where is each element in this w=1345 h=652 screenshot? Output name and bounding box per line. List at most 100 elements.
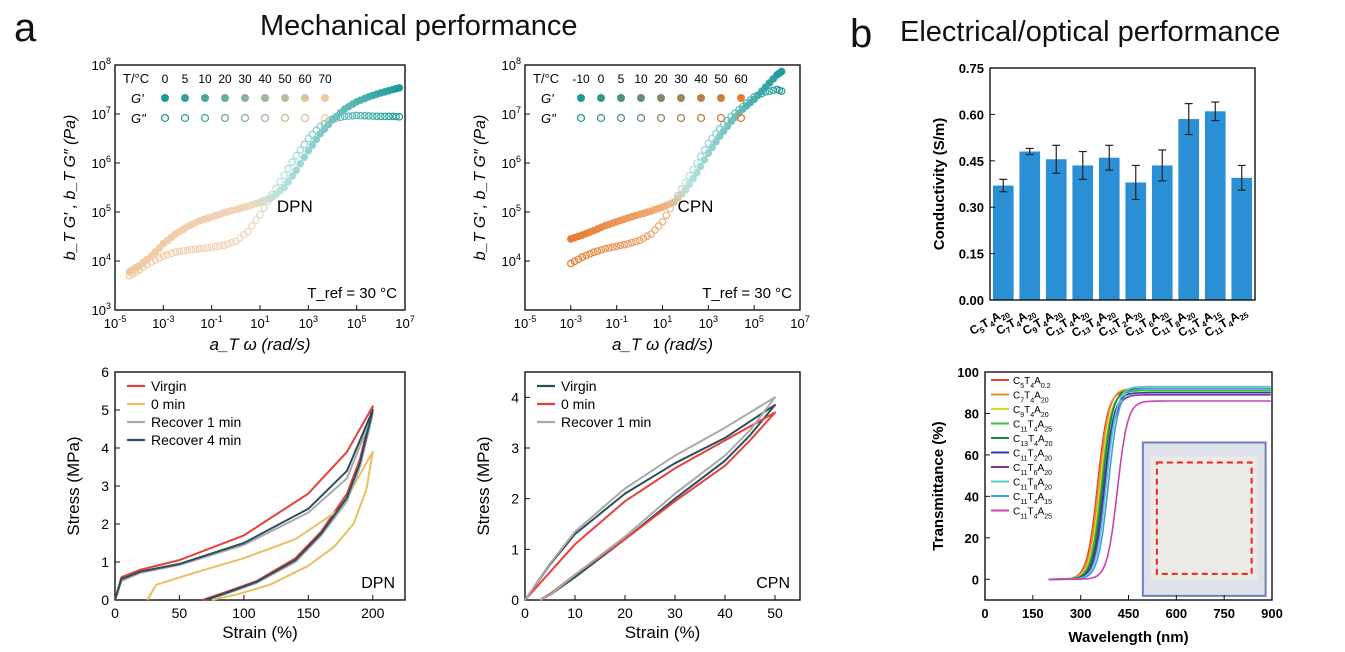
dpn-master-legend-gprime-marker bbox=[221, 94, 229, 102]
dpn-master-gdprime-point bbox=[392, 112, 400, 121]
stress-dpn-ytick-label: 2 bbox=[101, 516, 109, 532]
transmittance-ytick-label: 0 bbox=[972, 572, 979, 587]
cpn-master-gdprime-point bbox=[704, 139, 713, 148]
cpn-master-gdprime-point bbox=[689, 165, 697, 174]
stress-dpn-xtick-label: 200 bbox=[361, 605, 385, 621]
cpn-master-xtick-label: 10-5 bbox=[514, 314, 536, 331]
cpn-master-xtick-label: 101 bbox=[653, 314, 672, 331]
cpn-master-gdprime-point bbox=[574, 255, 583, 264]
conductivity-frame bbox=[989, 67, 1256, 301]
cpn-master-legend-gprime-marker bbox=[677, 94, 685, 102]
stress-dpn-xtick-label: 150 bbox=[297, 605, 321, 621]
stress-cpn-legend-label: Virgin bbox=[561, 378, 597, 394]
conductivity-ytick-label: 0.60 bbox=[959, 107, 984, 122]
dpn-master-legend-gdprime-marker bbox=[160, 113, 170, 123]
cpn-master-gprime-point bbox=[685, 180, 694, 189]
dpn-master-gprime-point bbox=[288, 172, 297, 180]
stress-dpn-ytick-label: 0 bbox=[101, 592, 109, 608]
transmittance-inset-film bbox=[1150, 456, 1258, 580]
dpn-master-legend-gprime-marker bbox=[181, 94, 189, 102]
dpn-master-legend-gprime-marker bbox=[261, 94, 269, 102]
cpn-master-ytick-label: 105 bbox=[502, 203, 521, 220]
cpn-master-legend-gprime-marker bbox=[577, 94, 585, 102]
dpn-master-gdprime-point bbox=[252, 216, 260, 224]
transmittance-series-7 bbox=[1048, 385, 1271, 581]
stress-dpn-ytick-label: 3 bbox=[101, 478, 109, 494]
dpn-master-gprime-point bbox=[395, 84, 404, 92]
dpn-master-legend-gprime-marker bbox=[281, 94, 289, 102]
cpn-master-gprime-point bbox=[715, 132, 724, 140]
cpn-master-gprime-point bbox=[689, 174, 697, 183]
cpn-master-ytick-label: 104 bbox=[502, 252, 521, 269]
conductivity-bar bbox=[1231, 177, 1253, 300]
dpn-master-gdprime-point bbox=[163, 250, 172, 259]
dpn-master-legend-temp: 5 bbox=[182, 72, 189, 86]
cpn-master-gdprime-point bbox=[612, 242, 621, 251]
stress-dpn-series-1 bbox=[146, 450, 374, 601]
dpn-master-gdprime-point bbox=[328, 115, 337, 123]
stress-cpn-xtick-label: 50 bbox=[767, 605, 783, 621]
cpn-master-legend-gprime-marker bbox=[697, 94, 705, 102]
dpn-master-legend-temp: 0 bbox=[162, 72, 169, 86]
cpn-master-gdprime-point bbox=[635, 236, 644, 245]
dpn-master-ytick-label: 104 bbox=[92, 252, 111, 269]
cpn-master-gdprime-point bbox=[567, 259, 575, 268]
transmittance-ytick-label: 80 bbox=[965, 406, 979, 421]
transmittance-xtick-label: 450 bbox=[1118, 606, 1140, 621]
cpn-master-legend-gdprime-marker bbox=[576, 113, 586, 123]
dpn-master-legend-gdprime: G" bbox=[131, 111, 147, 126]
panel-a-title: Mechanical performance bbox=[260, 10, 578, 42]
transmittance-ytick-label: 40 bbox=[965, 489, 979, 504]
cpn-master-legend-temp: 60 bbox=[734, 72, 748, 86]
dpn-master-xlabel: a_T ω (rad/s) bbox=[209, 335, 310, 354]
dpn-master-legend-gdprime-marker bbox=[260, 113, 270, 123]
dpn-master-legend-gprime-marker bbox=[241, 94, 249, 102]
cpn-master-gdprime-point bbox=[593, 247, 602, 255]
dpn-master-legend-temp: 10 bbox=[198, 72, 212, 86]
cpn-master-gdprime-point bbox=[643, 232, 652, 240]
cpn-master-gdprime-point bbox=[620, 240, 629, 249]
dpn-master-ytick-label: 105 bbox=[92, 203, 111, 220]
stress-dpn-xtick-label: 50 bbox=[172, 605, 188, 621]
stress-cpn-frame bbox=[524, 371, 801, 601]
conductivity-chart: C5T4A20C7T4A20C9T4A20C11T4A20C13T4A20C11… bbox=[931, 61, 1256, 340]
transmittance-legend-label: C11T4A25 bbox=[1013, 507, 1052, 521]
cpn-master-legend-gdprime-marker bbox=[676, 113, 686, 123]
dpn-master-gdprime-point bbox=[304, 134, 313, 143]
stress-dpn-legend-label: Recover 4 min bbox=[151, 432, 241, 448]
dpn-master-legend-gdprime-marker bbox=[280, 113, 290, 123]
cpn-master-legend-gdprime-marker bbox=[716, 113, 726, 123]
dpn-master-ytick-label: 108 bbox=[92, 56, 111, 73]
stress-cpn-ylabel: Stress (MPa) bbox=[474, 436, 493, 535]
dpn-master-gprime-point bbox=[280, 183, 288, 192]
stress-dpn-ytick-label: 1 bbox=[101, 554, 109, 570]
cpn-master-gdprime-point bbox=[597, 246, 606, 254]
panel-b-letter: b bbox=[850, 12, 873, 56]
dpn-master-gprime-point bbox=[296, 160, 305, 168]
cpn-master-gdprime-point bbox=[586, 250, 594, 258]
dpn-master-gdprime-point bbox=[191, 245, 200, 254]
cpn-master-annotation: CPN bbox=[678, 197, 714, 216]
dpn-master-annotation: DPN bbox=[277, 197, 313, 216]
cpn-master-gdprime-point bbox=[609, 243, 617, 251]
transmittance-xtick-label: 900 bbox=[1261, 606, 1283, 621]
dpn-master-gdprime-point bbox=[368, 112, 377, 120]
cpn-master-legend-gprime-marker bbox=[597, 94, 605, 102]
stress-cpn-series-1 bbox=[524, 411, 776, 601]
cpn-master-legend-gdprime-marker bbox=[656, 113, 666, 123]
dpn-master-gdprime-point bbox=[248, 222, 256, 230]
dpn-master-gdprime-point bbox=[147, 258, 156, 266]
dpn-master-legend-gprime: G' bbox=[131, 91, 144, 106]
dpn-master-gdprime-point bbox=[312, 126, 321, 135]
stress-cpn-chart: 0 10 20 30 40 50 0 1 2 3 4 Strain (%) Stress (MPa) Vi… bbox=[474, 371, 801, 642]
cpn-master-legend-gprime-marker bbox=[617, 94, 625, 102]
cpn-master-gdprime-point bbox=[715, 124, 724, 133]
dpn-master-gdprime-point bbox=[223, 240, 232, 248]
cpn-master-gdprime-point bbox=[700, 146, 709, 154]
transmittance-legend-label: C11T8A20 bbox=[1013, 478, 1052, 492]
cpn-master-legend-gdprime-marker bbox=[736, 113, 746, 123]
stress-cpn-xtick-label: 40 bbox=[717, 605, 733, 621]
cpn-master-ylabel: b_T G′ , b_T G″ (Pa) bbox=[472, 115, 489, 261]
cpn-master-gdprime-point bbox=[712, 129, 720, 138]
cpn-master-gprime-point bbox=[723, 122, 732, 131]
